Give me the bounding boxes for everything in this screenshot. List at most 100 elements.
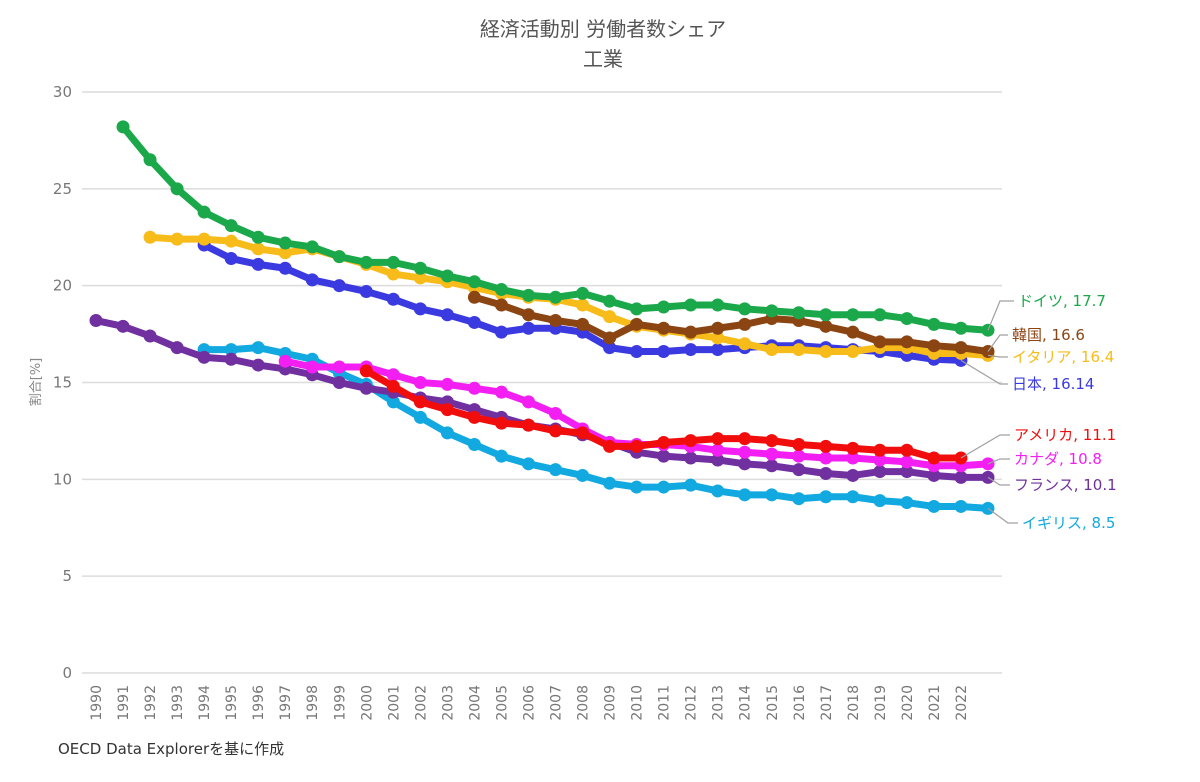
- data-point: [846, 490, 860, 504]
- data-point: [900, 312, 914, 326]
- data-point: [765, 459, 779, 473]
- data-point: [846, 441, 860, 455]
- data-point: [549, 290, 563, 304]
- data-point: [792, 449, 806, 463]
- label-leader-line: [987, 507, 1018, 524]
- data-point: [657, 480, 671, 494]
- data-point: [846, 468, 860, 482]
- data-point: [278, 246, 292, 260]
- data-point: [738, 432, 752, 446]
- y-tick-label: 5: [62, 567, 72, 585]
- y-tick-label: 10: [53, 470, 72, 488]
- data-point: [684, 298, 698, 312]
- data-point: [413, 395, 427, 409]
- data-point: [738, 445, 752, 459]
- y-tick-label: 30: [53, 83, 72, 101]
- data-point: [440, 403, 454, 417]
- x-tick-label: 2000: [359, 685, 375, 721]
- data-point: [224, 343, 238, 357]
- data-point: [576, 426, 590, 440]
- y-axis: 0 5 10 15 20 25 30: [53, 83, 72, 682]
- x-tick-label: 2018: [846, 685, 862, 721]
- data-point: [413, 302, 427, 316]
- data-point: [765, 447, 779, 461]
- data-point: [603, 294, 617, 308]
- label-leader-line: [987, 476, 1010, 486]
- x-tick-label: 2015: [765, 685, 781, 721]
- data-point: [359, 381, 373, 395]
- data-point: [792, 492, 806, 506]
- data-point: [251, 341, 265, 355]
- data-point: [143, 230, 157, 244]
- x-tick-label: 2012: [684, 685, 700, 721]
- data-point: [819, 451, 833, 465]
- x-axis: 1990 1991 1992 1993 1994 1995 1996 1997 1998 1999…: [89, 685, 970, 721]
- x-tick-label: 2006: [521, 685, 537, 721]
- data-point: [386, 255, 400, 269]
- data-point: [603, 331, 617, 345]
- data-point: [603, 341, 617, 355]
- x-tick-label: 2019: [873, 685, 889, 721]
- data-point: [738, 457, 752, 471]
- data-point: [657, 449, 671, 463]
- series-end-label: 韓国, 16.6: [1012, 326, 1085, 344]
- data-point: [521, 308, 535, 322]
- data-point: [684, 343, 698, 357]
- data-point: [711, 484, 725, 498]
- data-point: [359, 364, 373, 378]
- data-point: [630, 480, 644, 494]
- data-point: [954, 470, 968, 484]
- x-tick-label: 2005: [494, 685, 510, 721]
- data-point: [927, 339, 941, 353]
- data-point: [603, 439, 617, 453]
- data-point: [603, 310, 617, 324]
- data-point: [657, 345, 671, 359]
- data-point: [927, 499, 941, 513]
- data-point: [494, 416, 508, 430]
- data-point: [467, 315, 481, 329]
- data-point: [89, 314, 103, 328]
- data-point: [197, 350, 211, 364]
- x-tick-label: 2016: [792, 685, 808, 721]
- data-point: [630, 317, 644, 331]
- data-point: [386, 379, 400, 393]
- data-point: [630, 345, 644, 359]
- data-point: [305, 240, 319, 254]
- data-point: [711, 343, 725, 357]
- data-point: [440, 377, 454, 391]
- data-point: [549, 463, 563, 477]
- data-point: [251, 358, 265, 372]
- data-point: [278, 354, 292, 368]
- x-tick-label: 1995: [224, 685, 240, 721]
- data-point: [521, 418, 535, 432]
- series-end-label: フランス, 10.1: [1014, 476, 1117, 494]
- x-tick-label: 1991: [116, 685, 132, 721]
- data-point: [657, 436, 671, 450]
- data-point: [278, 236, 292, 250]
- x-tick-label: 2010: [630, 685, 646, 721]
- series-line: [200, 344, 992, 512]
- x-tick-label: 2009: [603, 685, 619, 721]
- series-end-label: 日本, 16.14: [1012, 375, 1094, 393]
- data-point: [900, 465, 914, 479]
- x-tick-label: 1993: [170, 685, 186, 721]
- data-point: [224, 234, 238, 248]
- data-point: [900, 455, 914, 469]
- data-point: [494, 283, 508, 297]
- data-point: [792, 306, 806, 320]
- y-tick-label: 0: [62, 664, 72, 682]
- data-point: [386, 368, 400, 382]
- data-point: [738, 317, 752, 331]
- data-point: [359, 255, 373, 269]
- data-point: [251, 257, 265, 271]
- data-point: [467, 275, 481, 289]
- data-point: [900, 496, 914, 510]
- x-tick-label: 1998: [305, 685, 321, 721]
- x-tick-label: 2011: [657, 685, 673, 721]
- x-tick-label: 2014: [738, 685, 754, 721]
- data-point: [305, 273, 319, 287]
- y-axis-label: 割合[%]: [28, 358, 44, 407]
- data-point: [657, 300, 671, 314]
- data-point: [846, 451, 860, 465]
- series-layer: [89, 120, 995, 515]
